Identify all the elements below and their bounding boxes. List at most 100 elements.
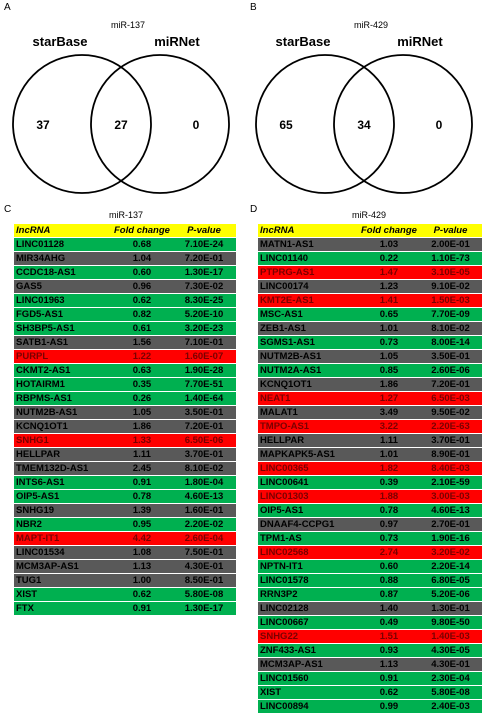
p-value-cell: 1.40E-64 xyxy=(171,391,236,406)
table-row: SATB1-AS1 1.56 7.10E-01 xyxy=(14,335,236,350)
lncrna-name-cell: KCNQ1OT1 xyxy=(258,377,359,392)
lncrna-name-cell: MIR34AHG xyxy=(14,251,112,266)
column-header-lncrna: lncRNA xyxy=(14,224,112,238)
fold-change-cell: 1.27 xyxy=(358,391,419,406)
fold-change-cell: 0.49 xyxy=(358,615,419,630)
table-row: MALAT1 3.49 9.50E-02 xyxy=(258,405,482,420)
lncrna-name-cell: LINC01303 xyxy=(258,489,359,504)
fold-change-cell: 3.22 xyxy=(358,419,419,434)
p-value-cell: 7.70E-51 xyxy=(171,377,236,392)
table-row: ZNF433-AS1 0.93 4.30E-05 xyxy=(258,643,482,658)
fold-change-cell: 1.86 xyxy=(112,419,172,434)
lncrna-name-cell: CCDC18-AS1 xyxy=(14,265,112,280)
p-value-cell: 5.80E-08 xyxy=(418,685,482,700)
fold-change-cell: 0.65 xyxy=(358,307,419,322)
p-value-cell: 3.50E-01 xyxy=(171,405,236,420)
lncrna-name-cell: CKMT2-AS1 xyxy=(14,363,112,378)
column-header-fold-change: Fold change xyxy=(112,224,172,238)
p-value-cell: 7.70E-09 xyxy=(418,307,482,322)
p-value-cell: 5.80E-08 xyxy=(171,587,236,602)
fold-change-cell: 0.39 xyxy=(358,475,419,490)
fold-change-cell: 0.60 xyxy=(112,265,172,280)
table-row: NEAT1 1.27 6.50E-03 xyxy=(258,391,482,406)
lncrna-name-cell: LINC01534 xyxy=(14,545,112,560)
fold-change-cell: 0.82 xyxy=(112,307,172,322)
lncrna-name-cell: ZEB1-AS1 xyxy=(258,321,359,336)
fold-change-cell: 0.60 xyxy=(358,559,419,574)
table-row: LINC01578 0.88 6.80E-05 xyxy=(258,573,482,588)
venn-right-circle xyxy=(333,54,473,194)
venn-left-label: starBase xyxy=(276,34,331,49)
lncrna-name-cell: HELLPAR xyxy=(14,447,112,462)
table-row: OIP5-AS1 0.78 4.60E-13 xyxy=(258,503,482,518)
fold-change-cell: 1.05 xyxy=(358,349,419,364)
table-row: LINC00365 1.82 8.40E-03 xyxy=(258,461,482,476)
lncrna-name-cell: LINC02568 xyxy=(258,545,359,560)
table-row: MATN1-AS1 1.03 2.00E-01 xyxy=(258,237,482,252)
table-row: XIST 0.62 5.80E-08 xyxy=(258,685,482,700)
table-row: RBPMS-AS1 0.26 1.40E-64 xyxy=(14,391,236,406)
lncrna-name-cell: MALAT1 xyxy=(258,405,359,420)
table-row: NBR2 0.95 2.20E-02 xyxy=(14,517,236,532)
table-row: CKMT2-AS1 0.63 1.90E-28 xyxy=(14,363,236,378)
lncrna-name-cell: LINC00894 xyxy=(258,699,359,714)
lncrna-name-cell: OIP5-AS1 xyxy=(14,489,112,504)
fold-change-cell: 0.91 xyxy=(112,475,172,490)
table-row: ZEB1-AS1 1.01 8.10E-02 xyxy=(258,321,482,336)
table-row: RRN3P2 0.87 5.20E-06 xyxy=(258,587,482,602)
venn-left-circle xyxy=(255,54,395,194)
lncrna-name-cell: SNHG22 xyxy=(258,629,359,644)
table-title-mir429: miR-429 xyxy=(351,210,386,220)
fold-change-cell: 0.99 xyxy=(358,699,419,714)
table-row: LINC01560 0.91 2.30E-04 xyxy=(258,671,482,686)
table-row: MAPT-IT1 4.42 2.60E-04 xyxy=(14,531,236,546)
table-row: PTPRG-AS1 1.47 3.10E-05 xyxy=(258,265,482,280)
p-value-cell: 9.80E-50 xyxy=(418,615,482,630)
p-value-cell: 7.10E-24 xyxy=(171,237,236,252)
table-row: HELLPAR 1.11 3.70E-01 xyxy=(258,433,482,448)
fold-change-cell: 1.23 xyxy=(358,279,419,294)
table-row: HOTAIRM1 0.35 7.70E-51 xyxy=(14,377,236,392)
table-row: TPM1-AS 0.73 1.90E-16 xyxy=(258,531,482,546)
table-row: LINC00667 0.49 9.80E-50 xyxy=(258,615,482,630)
p-value-cell: 5.20E-06 xyxy=(418,587,482,602)
fold-change-cell: 0.62 xyxy=(112,293,172,308)
p-value-cell: 4.60E-13 xyxy=(171,489,236,504)
lncrna-name-cell: LINC01128 xyxy=(14,237,112,252)
p-value-cell: 8.10E-02 xyxy=(171,461,236,476)
fold-change-cell: 0.95 xyxy=(112,517,172,532)
lncrna-name-cell: KMT2E-AS1 xyxy=(258,293,359,308)
panel-label-a: A xyxy=(4,2,11,13)
table-row: LINC01128 0.68 7.10E-24 xyxy=(14,237,236,252)
table-row: LINC00174 1.23 9.10E-02 xyxy=(258,279,482,294)
table-row: SNHG1 1.33 6.50E-06 xyxy=(14,433,236,448)
p-value-cell: 4.30E-05 xyxy=(418,643,482,658)
fold-change-cell: 0.91 xyxy=(112,601,172,616)
venn-diagram-mir429: miR-429 starBase miRNet 65 34 0 xyxy=(255,20,473,194)
fold-change-cell: 1.03 xyxy=(358,237,419,252)
p-value-cell: 2.20E-02 xyxy=(171,517,236,532)
venn-right-circle xyxy=(90,54,230,194)
lncrna-name-cell: XIST xyxy=(258,685,359,700)
lncrna-name-cell: MSC-AS1 xyxy=(258,307,359,322)
fold-change-cell: 1.11 xyxy=(358,433,419,448)
p-value-cell: 3.50E-01 xyxy=(418,349,482,364)
lncrna-name-cell: NUTM2A-AS1 xyxy=(258,363,359,378)
table-row: NUTM2A-AS1 0.85 2.60E-06 xyxy=(258,363,482,378)
table-header-row: lncRNA Fold change P-value xyxy=(14,224,236,238)
venn-title: miR-429 xyxy=(354,20,388,30)
lncrna-name-cell: MATN1-AS1 xyxy=(258,237,359,252)
venn-overlap-count: 27 xyxy=(114,118,128,132)
lncrna-name-cell: TMEM132D-AS1 xyxy=(14,461,112,476)
fold-change-cell: 0.96 xyxy=(112,279,172,294)
venn-right-label: miRNet xyxy=(397,34,443,49)
fold-change-cell: 0.78 xyxy=(358,503,419,518)
p-value-cell: 1.50E-03 xyxy=(418,293,482,308)
fold-change-cell: 0.97 xyxy=(358,517,419,532)
column-header-p-value: P-value xyxy=(171,224,236,238)
p-value-cell: 2.60E-04 xyxy=(171,531,236,546)
fold-change-cell: 0.22 xyxy=(358,251,419,266)
p-value-cell: 7.10E-01 xyxy=(171,335,236,350)
fold-change-cell: 1.01 xyxy=(358,447,419,462)
p-value-cell: 8.50E-01 xyxy=(171,573,236,588)
